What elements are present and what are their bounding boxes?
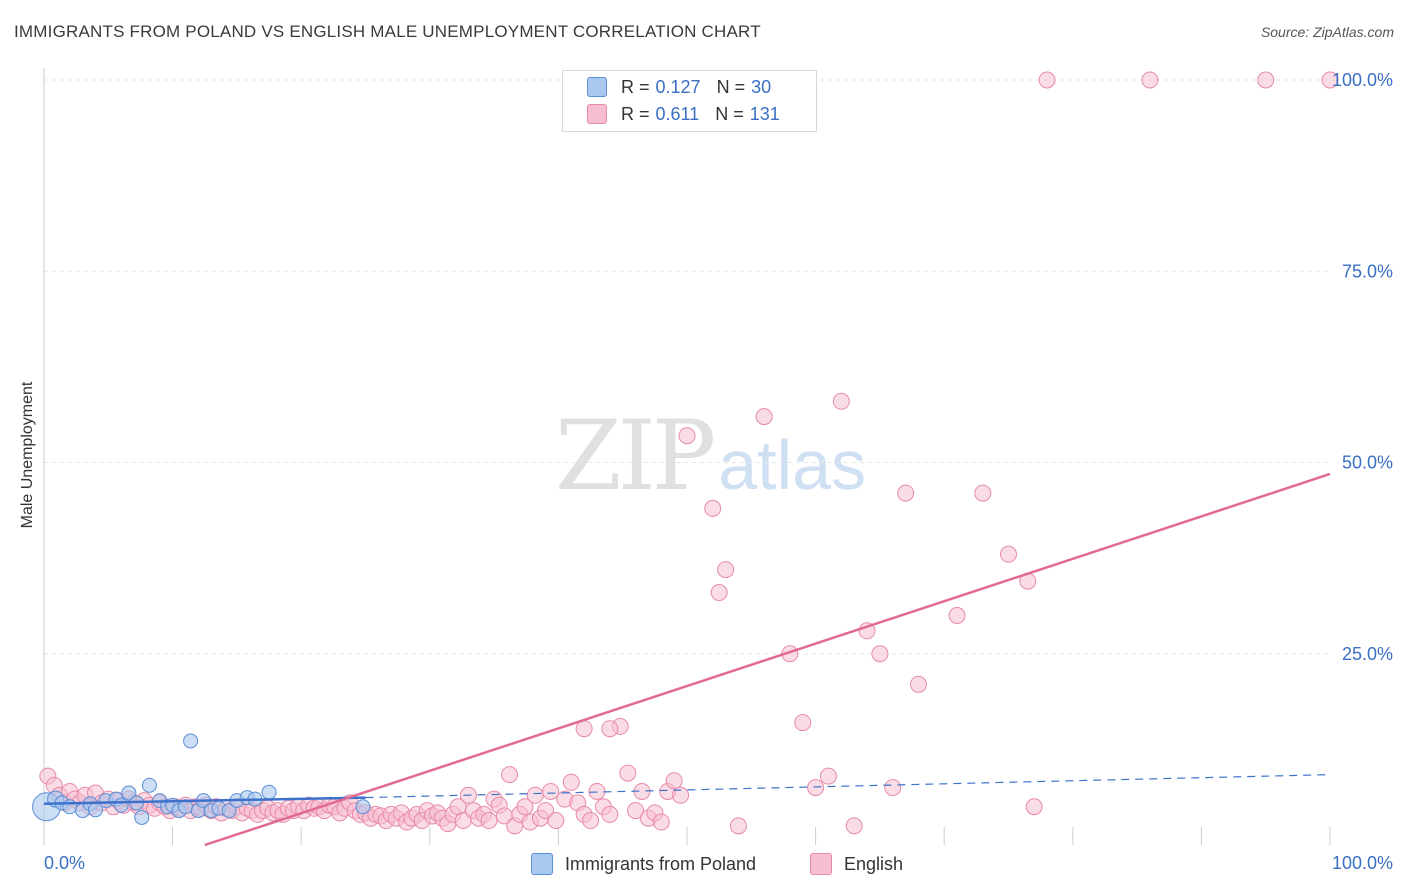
data-point-english bbox=[601, 805, 619, 823]
trend-line-english bbox=[204, 472, 1331, 847]
data-point-english bbox=[1257, 71, 1275, 89]
data-point-english bbox=[909, 675, 927, 693]
data-point-english bbox=[832, 392, 850, 410]
legend-swatch-english bbox=[587, 104, 607, 124]
data-point-english bbox=[948, 607, 966, 624]
data-point-english bbox=[516, 798, 534, 816]
legend-n-label: N = bbox=[715, 103, 744, 124]
data-point-english bbox=[652, 813, 670, 831]
data-point-poland bbox=[121, 785, 137, 801]
watermark: ZIPatlas bbox=[555, 400, 866, 512]
data-point-english bbox=[601, 720, 619, 738]
bottom-legend-swatch-english bbox=[810, 853, 832, 875]
data-point-poland bbox=[134, 809, 150, 825]
data-point-english bbox=[704, 499, 722, 517]
data-point-english bbox=[619, 764, 637, 782]
chart-source: Source: ZipAtlas.com bbox=[1260, 24, 1394, 40]
y-tick-label: 50.0% bbox=[1342, 453, 1393, 473]
y-tick-label: 25.0% bbox=[1342, 644, 1393, 664]
legend-r-label: R = bbox=[621, 76, 650, 97]
data-point-poland bbox=[183, 733, 199, 749]
x-tick-label: 100.0% bbox=[1332, 853, 1393, 873]
data-point-english bbox=[710, 584, 728, 602]
data-point-english bbox=[1321, 71, 1339, 89]
trend-line-poland-extension bbox=[365, 774, 1331, 799]
legend-r-value: 0.611 bbox=[655, 103, 700, 124]
data-point-english bbox=[537, 802, 555, 820]
y-tick-label: 100.0% bbox=[1332, 70, 1393, 90]
data-point-english bbox=[717, 561, 735, 579]
bottom-legend-poland: Immigrants from Poland bbox=[531, 852, 756, 876]
data-point-english bbox=[672, 786, 690, 804]
data-point-english bbox=[1038, 71, 1056, 89]
legend-n-value: 30 bbox=[751, 76, 772, 97]
data-point-english bbox=[575, 720, 593, 738]
data-point-english bbox=[665, 772, 683, 790]
legend-r-value: 0.127 bbox=[655, 76, 701, 97]
legend-row-poland: R = 0.127 N = 30 bbox=[587, 75, 777, 99]
data-point-poland bbox=[261, 784, 277, 800]
data-point-english bbox=[755, 408, 773, 426]
data-point-english bbox=[897, 484, 915, 502]
y-tick-label: 75.0% bbox=[1342, 261, 1393, 281]
data-point-poland bbox=[355, 799, 371, 815]
data-point-english bbox=[1141, 71, 1159, 89]
legend-swatch-poland bbox=[587, 77, 607, 97]
data-point-english bbox=[480, 812, 498, 830]
data-point-english bbox=[526, 786, 544, 804]
grid-lines bbox=[44, 79, 1330, 655]
data-point-english bbox=[1025, 798, 1043, 816]
data-point-english bbox=[627, 802, 645, 820]
legend-n-value: 131 bbox=[749, 103, 780, 124]
watermark-zip: ZIP bbox=[555, 400, 716, 512]
data-point-english bbox=[562, 773, 580, 791]
trend-lines bbox=[43, 472, 1331, 847]
data-point-poland bbox=[141, 777, 157, 793]
legend: R = 0.127 N = 30 R = 0.611 N = 131 bbox=[562, 70, 817, 132]
bottom-legend-label-english: English bbox=[844, 853, 904, 874]
data-point-english bbox=[845, 817, 863, 835]
data-point-english bbox=[974, 484, 992, 502]
data-point-poland bbox=[62, 799, 78, 815]
data-point-english bbox=[794, 714, 812, 732]
data-point-english bbox=[678, 427, 696, 445]
data-point-english bbox=[729, 817, 747, 835]
data-point-english bbox=[542, 782, 560, 800]
bottom-legend-english: English bbox=[810, 852, 903, 876]
series-english-points bbox=[39, 71, 1339, 835]
data-point-english bbox=[819, 767, 837, 785]
trend-line-poland bbox=[43, 796, 366, 805]
data-point-english bbox=[501, 766, 519, 784]
data-point-poland bbox=[113, 797, 129, 813]
legend-r-label: R = bbox=[621, 103, 650, 124]
legend-n-label: N = bbox=[716, 76, 746, 97]
axes bbox=[43, 68, 1331, 845]
data-point-english bbox=[582, 812, 600, 830]
data-point-english bbox=[807, 779, 825, 797]
legend-row-english: R = 0.611 N = 131 bbox=[587, 102, 786, 126]
data-point-english bbox=[588, 782, 606, 800]
data-point-english bbox=[1000, 545, 1017, 563]
bottom-legend-swatch-poland bbox=[531, 853, 553, 875]
tick-labels: 25.0% 50.0% 75.0% 100.0% 0.0% 100.0% bbox=[44, 70, 1393, 873]
data-point-poland bbox=[221, 803, 237, 819]
data-point-english bbox=[547, 812, 565, 830]
watermark-atlas: atlas bbox=[718, 426, 867, 504]
chart-title: IMMIGRANTS FROM POLAND VS ENGLISH MALE U… bbox=[14, 22, 761, 41]
bottom-legend-label-poland: Immigrants from Poland bbox=[565, 853, 757, 874]
data-point-english bbox=[871, 645, 889, 663]
x-tick-label: 0.0% bbox=[44, 853, 85, 873]
data-point-english bbox=[884, 779, 902, 797]
